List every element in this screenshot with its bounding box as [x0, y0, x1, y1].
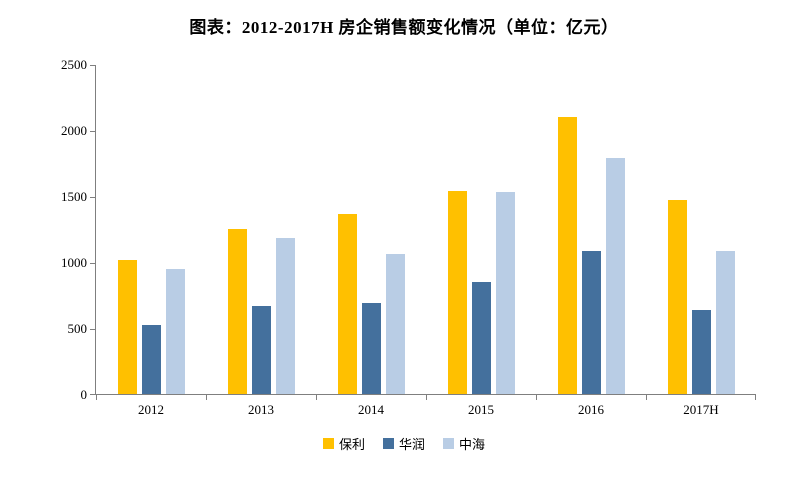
bar-group-2014	[316, 65, 426, 394]
legend-item-huarun: 华润	[382, 434, 425, 453]
x-tick-label: 2016	[578, 402, 604, 417]
bar-poly-2014	[337, 214, 357, 394]
y-tick-mark	[90, 65, 96, 66]
bar-zhonghai-2014	[385, 254, 405, 394]
x-tick-label: 2015	[468, 402, 494, 417]
legend-swatch-poly	[322, 438, 334, 449]
bar-huarun-2012	[141, 325, 161, 394]
legend-label-zhonghai: 中海	[459, 437, 486, 452]
bar-zhonghai-2013	[275, 238, 295, 394]
y-tick-label: 1000	[61, 255, 87, 270]
x-tick-mark	[646, 394, 647, 400]
bar-poly-2015	[447, 191, 467, 394]
y-tick-label: 0	[80, 387, 88, 402]
legend-label-huarun: 华润	[398, 437, 425, 452]
bar-group-2015	[426, 65, 536, 394]
y-tick-label: 1500	[61, 189, 87, 204]
bar-group-2012	[96, 65, 206, 394]
legend-item-zhonghai: 中海	[443, 434, 485, 453]
x-tick-mark	[536, 394, 537, 400]
bar-huarun-2013	[251, 306, 271, 394]
bar-poly-2017H	[667, 200, 687, 394]
x-tick-label: 2014	[358, 402, 384, 417]
x-tick-mark	[426, 394, 427, 400]
x-tick-mark	[755, 394, 756, 400]
x-tick-mark	[316, 394, 317, 400]
plot-area: 0 500 1000 1500 2000 2500 2012 2013 2014 2015 2016…	[61, 57, 756, 417]
y-tick-label: 500	[67, 321, 88, 336]
x-tick-mark	[96, 394, 97, 400]
bar-poly-2016	[557, 117, 577, 394]
bar-poly-2012	[117, 260, 137, 394]
bar-group-2013	[206, 65, 316, 394]
y-tick-label: 2000	[61, 123, 87, 138]
bar-huarun-2015	[471, 282, 491, 394]
y-tick-mark	[90, 329, 96, 330]
y-tick-mark	[90, 197, 96, 198]
x-tick-label: 2012	[138, 402, 164, 417]
bar-zhonghai-2015	[495, 192, 515, 394]
bar-huarun-2014	[361, 303, 381, 394]
bar-zhonghai-2016	[605, 158, 625, 394]
bar-poly-2013	[227, 229, 247, 394]
chart-title: 图表：2012-2017H 房企销售额变化情况（单位：亿元）	[189, 18, 619, 37]
legend-swatch-zhonghai	[443, 438, 454, 449]
y-tick-mark	[90, 394, 96, 395]
legend-swatch-huarun	[382, 438, 394, 449]
bar-zhonghai-2017H	[715, 251, 735, 394]
x-tick-mark	[206, 394, 207, 400]
legend-item-poly: 保利	[322, 434, 365, 453]
bar-zhonghai-2012	[165, 269, 185, 394]
bar-group-2016	[536, 65, 646, 394]
x-tick-label: 2013	[248, 402, 274, 417]
legend-label-poly: 保利	[338, 437, 365, 452]
bar-huarun-2017H	[691, 310, 711, 394]
bar-group-2017H	[646, 65, 756, 394]
y-tick-mark	[90, 131, 96, 132]
y-tick-mark	[90, 263, 96, 264]
y-tick-label: 2500	[61, 57, 87, 72]
bar-huarun-2016	[581, 251, 601, 394]
legend: 保利 华润 中海	[0, 434, 808, 453]
x-tick-label: 2017H	[683, 402, 719, 417]
